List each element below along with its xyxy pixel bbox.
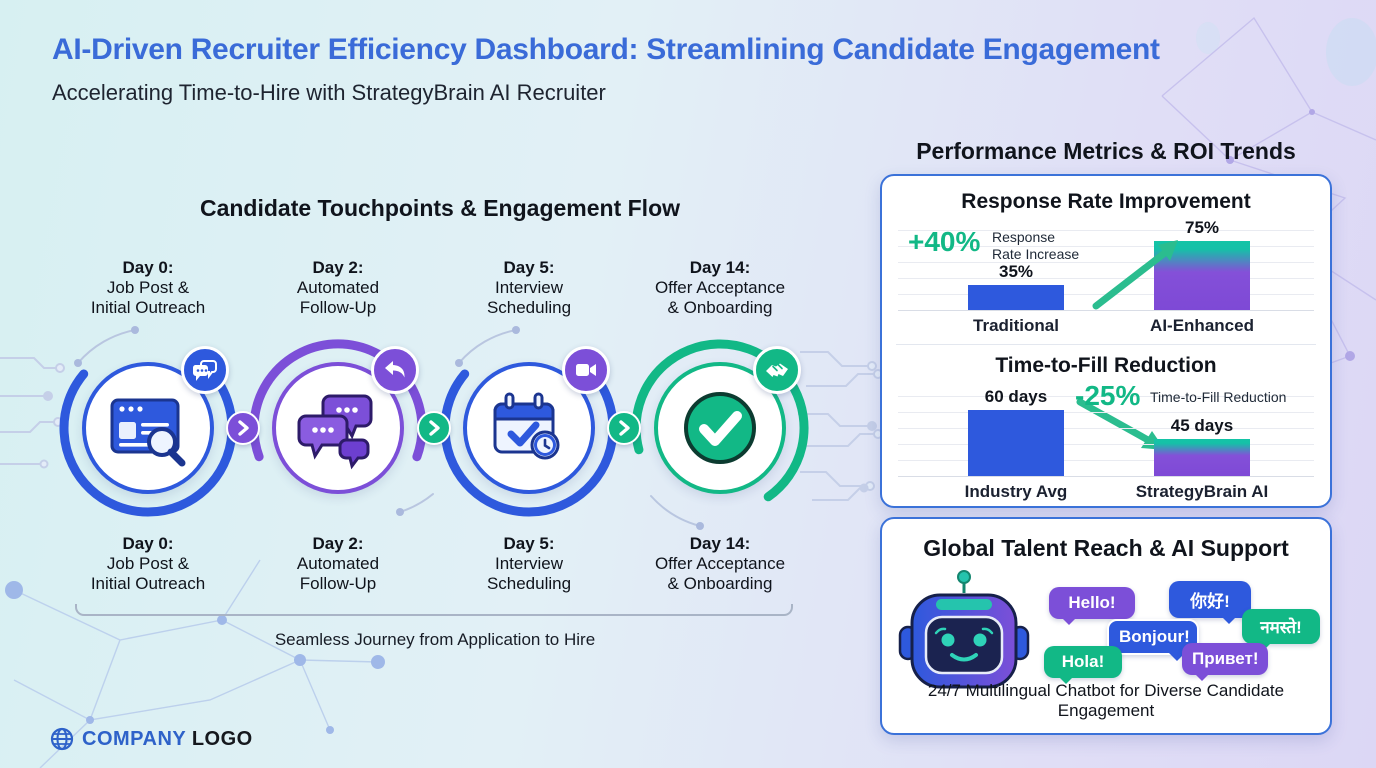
timefill-delta-label: Time-to-Fill Reduction xyxy=(1150,389,1287,405)
step-label-top-1: Day 0: Job Post & Initial Outreach xyxy=(56,258,240,318)
step-day: Day 14: xyxy=(689,258,751,277)
flow-arrow-icon xyxy=(417,411,451,445)
step-label-bottom-3: Day 5: Interview Scheduling xyxy=(486,534,572,593)
browser-search-icon xyxy=(110,398,186,467)
chart-title-response-rate: Response Rate Improvement xyxy=(961,190,1251,213)
speech-bubble-hola: Hola! xyxy=(1044,646,1122,684)
bar-value: 60 days xyxy=(984,387,1048,406)
page-title: AI-Driven Recruiter Efficiency Dashboard… xyxy=(52,33,1160,66)
bar-traditional xyxy=(968,285,1064,310)
bar-value: 75% xyxy=(1184,218,1220,237)
speech-bubble-privet: Привет! xyxy=(1182,643,1268,681)
step-circle-follow-up xyxy=(272,362,404,494)
step-day: Day 0: xyxy=(122,258,174,277)
journey-bracket xyxy=(75,604,793,616)
global-panel-title: Global Talent Reach & AI Support xyxy=(923,535,1289,561)
step-label-top-3: Day 5: Interview Scheduling xyxy=(437,258,621,318)
step-label-bottom-4: Day 14: Offer Acceptance & Onboarding xyxy=(654,534,786,593)
global-panel-caption: 24/7 Multilingual Chatbot for Diverse Ca… xyxy=(927,681,1285,720)
step-label-bottom-1: Day 0: Job Post & Initial Outreach xyxy=(90,534,206,593)
metrics-panel: Response Rate Improvement +40% Response … xyxy=(880,174,1332,508)
speech-bubble-namaste: नमस्ते! xyxy=(1242,609,1320,650)
chatbot-robot-icon xyxy=(898,570,1030,689)
chat-bubbles-badge-icon xyxy=(181,346,229,394)
flow-arrow-icon xyxy=(607,411,641,445)
timefill-delta-value: -25% xyxy=(1075,380,1141,411)
bar-value: 45 days xyxy=(1170,416,1234,435)
bar-industry-avg xyxy=(968,410,1064,476)
bar-strategybrain xyxy=(1154,439,1250,476)
step-label-bottom-2: Day 2: Automated Follow-Up xyxy=(296,534,380,593)
flow-caption: Seamless Journey from Application to Hir… xyxy=(274,630,596,649)
chat-bubbles-icon xyxy=(297,394,373,470)
reply-arrow-badge-icon xyxy=(371,346,419,394)
bar-category: AI-Enhanced xyxy=(1150,316,1254,335)
globe-icon xyxy=(50,727,74,751)
calendar-check-icon xyxy=(493,392,560,460)
bar-category: Traditional xyxy=(973,316,1059,335)
step-label-top-2: Day 2: Automated Follow-Up xyxy=(246,258,430,318)
step-day: Day 5: xyxy=(503,258,555,277)
bar-category: StrategyBrain AI xyxy=(1135,482,1269,501)
response-delta-label: Response Rate Increase xyxy=(992,229,1080,262)
chart-divider xyxy=(896,344,1316,345)
handshake-badge-icon xyxy=(753,346,801,394)
brand-primary: COMPANY xyxy=(82,727,187,750)
speech-bubble-hello: Hello! xyxy=(1049,587,1135,625)
brand-secondary: LOGO xyxy=(191,727,253,750)
video-camera-badge-icon xyxy=(562,346,610,394)
step-day: Day 2: xyxy=(312,258,364,277)
metrics-section-title: Performance Metrics & ROI Trends xyxy=(916,138,1296,164)
bar-category: Industry Avg xyxy=(964,482,1068,501)
step-circle-offer xyxy=(654,362,786,494)
global-talent-panel: Global Talent Reach & AI Support Hello! … xyxy=(880,517,1332,735)
company-logo: COMPANY LOGO xyxy=(50,727,253,751)
flow-arrow-icon xyxy=(226,411,260,445)
bar-value: 35% xyxy=(998,262,1034,281)
speech-bubble-bonjour: Bonjour! xyxy=(1107,619,1199,661)
page-subtitle: Accelerating Time-to-Hire with StrategyB… xyxy=(52,80,606,105)
chart-title-time-to-fill: Time-to-Fill Reduction xyxy=(995,354,1217,377)
flow-section-title: Candidate Touchpoints & Engagement Flow xyxy=(199,195,681,221)
check-circle-icon xyxy=(684,392,756,464)
response-delta-value: +40% xyxy=(908,226,981,257)
growth-arrow-icon xyxy=(1076,240,1178,450)
step-label-top-4: Day 14: Offer Acceptance & Onboarding xyxy=(628,258,812,318)
speech-bubble-nihao: 你好! xyxy=(1169,581,1251,624)
